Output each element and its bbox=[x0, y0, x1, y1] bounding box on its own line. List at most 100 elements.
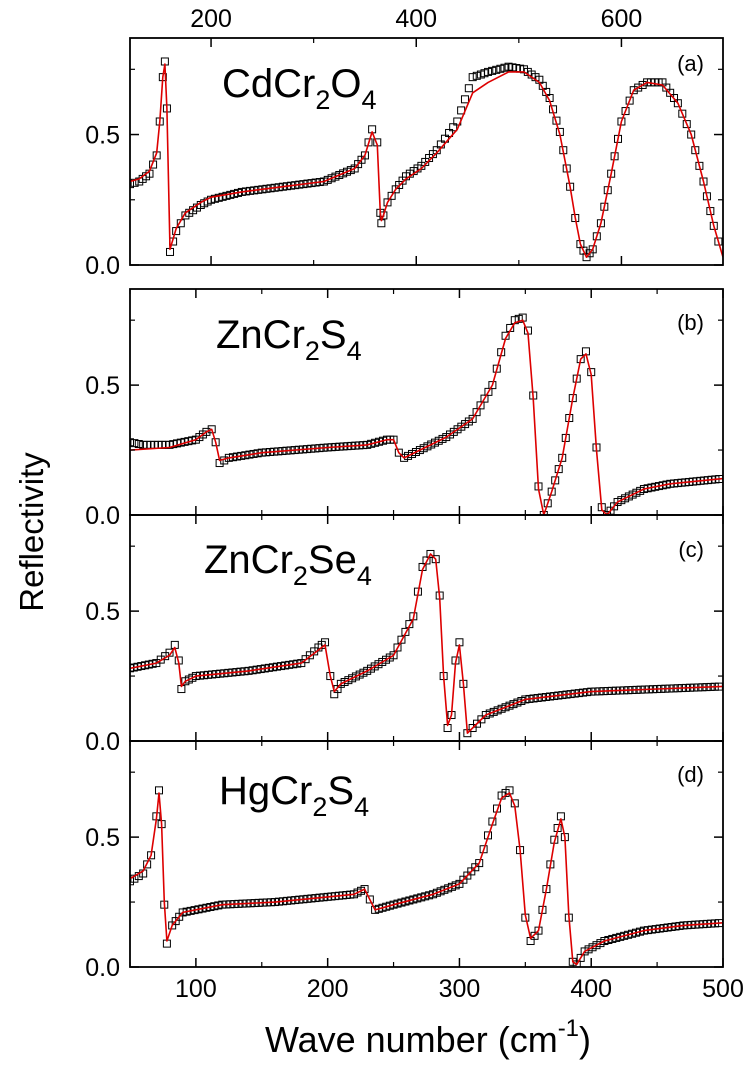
data-point bbox=[484, 67, 493, 76]
data-point bbox=[547, 487, 556, 496]
data-point bbox=[492, 65, 501, 74]
x-tick-label: 400 bbox=[570, 975, 612, 1003]
y-tick-label: 0.5 bbox=[85, 598, 120, 626]
panel-letter: (b) bbox=[677, 310, 704, 335]
data-point bbox=[488, 381, 497, 390]
compound-text: S bbox=[327, 769, 354, 813]
x-axis-title-superscript: -1 bbox=[558, 1015, 579, 1042]
data-point bbox=[464, 84, 473, 93]
data-point bbox=[678, 109, 687, 118]
data-point bbox=[143, 860, 152, 869]
data-point bbox=[360, 151, 369, 160]
data-point bbox=[468, 724, 477, 733]
data-point bbox=[673, 99, 682, 108]
y-tick-label: 0.0 bbox=[85, 954, 120, 982]
data-point bbox=[621, 107, 630, 116]
data-point bbox=[383, 198, 392, 207]
data-point bbox=[638, 80, 647, 89]
data-point bbox=[592, 232, 601, 241]
data-point bbox=[695, 161, 704, 170]
x-tick-label: 300 bbox=[439, 975, 481, 1003]
data-point bbox=[543, 499, 552, 508]
compound-label: ZnCr2S4 bbox=[216, 313, 362, 366]
y-tick-label: 0.0 bbox=[85, 502, 120, 530]
x-axis-title-close: ) bbox=[579, 1019, 591, 1060]
x-tick-label-top: 600 bbox=[601, 5, 643, 33]
plot-area bbox=[130, 57, 723, 262]
x-tick-label: 200 bbox=[307, 975, 349, 1003]
compound-text: ZnCr bbox=[216, 313, 305, 357]
panel-letter: (d) bbox=[677, 762, 704, 787]
data-point bbox=[588, 245, 597, 254]
data-point bbox=[130, 438, 134, 447]
y-tick-label: 0.5 bbox=[85, 122, 120, 150]
panel-frame bbox=[129, 740, 724, 968]
data-point bbox=[479, 845, 488, 854]
data-point bbox=[426, 549, 435, 558]
plot-area bbox=[130, 313, 723, 515]
x-axis-title-main: Wave number (cm bbox=[265, 1019, 558, 1060]
fit-line bbox=[130, 319, 723, 515]
y-tick-label: 0.0 bbox=[85, 728, 120, 756]
data-point bbox=[130, 180, 134, 189]
data-point bbox=[714, 237, 723, 246]
data-point bbox=[449, 123, 458, 132]
compound-subscript: 2 bbox=[315, 85, 330, 115]
x-axis-title: Wave number (cm-1) bbox=[265, 1015, 591, 1060]
compound-text: CdCr bbox=[222, 62, 315, 106]
x-tick-label: 100 bbox=[175, 975, 217, 1003]
data-point bbox=[475, 859, 484, 868]
data-point bbox=[394, 448, 403, 457]
data-point bbox=[472, 71, 481, 80]
data-point bbox=[477, 715, 486, 724]
data-point bbox=[460, 95, 469, 104]
data-point bbox=[473, 719, 482, 728]
fit-line bbox=[130, 792, 723, 966]
panel-1: 0.0 0.5 ZnCr2S4 (b) bbox=[85, 288, 724, 530]
panel-letter: (c) bbox=[678, 537, 704, 562]
y-tick-label: 0.5 bbox=[85, 372, 120, 400]
compound-label: CdCr2O4 bbox=[222, 62, 377, 115]
compound-subscript: 4 bbox=[362, 85, 377, 115]
data-point bbox=[687, 130, 696, 139]
y-axis-title: Reflectivity bbox=[13, 452, 50, 612]
panel-letter: (a) bbox=[677, 51, 704, 76]
x-tick-label-top: 200 bbox=[190, 5, 232, 33]
data-point bbox=[634, 83, 643, 92]
compound-text: HgCr bbox=[219, 769, 312, 813]
panel-0: 0.0 0.5 200 400 600 CdCr2O4 (a) bbox=[85, 5, 724, 280]
fit-line bbox=[130, 553, 723, 734]
compound-text: S bbox=[320, 313, 347, 357]
data-point bbox=[682, 120, 691, 129]
x-tick-label: 500 bbox=[702, 975, 744, 1003]
data-point bbox=[393, 643, 402, 652]
plot-area bbox=[130, 786, 723, 967]
data-point bbox=[445, 128, 454, 137]
fit-line bbox=[130, 63, 723, 258]
plot-area bbox=[130, 549, 723, 738]
compound-text: O bbox=[330, 62, 361, 106]
panel-frame bbox=[129, 37, 724, 266]
compound-subscript: 4 bbox=[347, 336, 362, 366]
data-point bbox=[500, 63, 509, 72]
compound-subscript: 2 bbox=[305, 336, 320, 366]
compound-text: ZnCr bbox=[204, 538, 293, 582]
data-point bbox=[691, 146, 700, 155]
data-point bbox=[389, 651, 398, 660]
compound-label: ZnCr2Se4 bbox=[204, 538, 372, 591]
data-point bbox=[468, 73, 477, 82]
data-point bbox=[551, 476, 560, 485]
x-tick-label-top: 400 bbox=[395, 5, 437, 33]
compound-label: HgCr2S4 bbox=[219, 769, 369, 822]
y-tick-label: 0.0 bbox=[85, 252, 120, 280]
data-point bbox=[387, 191, 396, 200]
compound-subscript: 2 bbox=[312, 792, 327, 822]
compound-subscript: 4 bbox=[354, 792, 369, 822]
data-point bbox=[360, 885, 369, 894]
data-point bbox=[207, 425, 216, 434]
compound-text: Se bbox=[308, 538, 357, 582]
data-point bbox=[401, 627, 410, 636]
compound-subscript: 2 bbox=[293, 561, 308, 591]
